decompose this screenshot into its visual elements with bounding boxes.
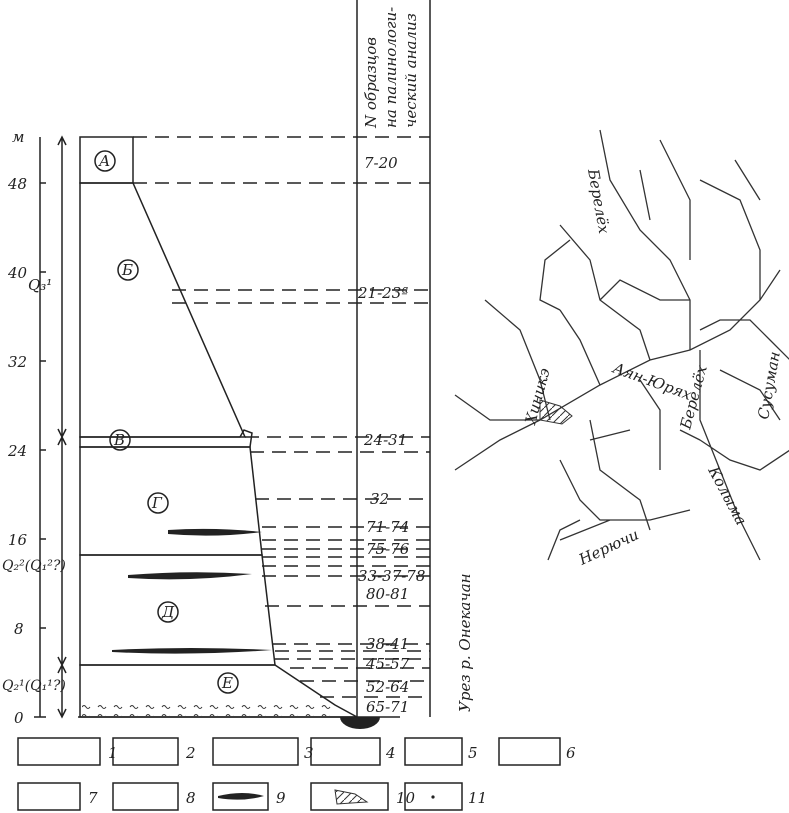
- legend-label: 2: [185, 744, 196, 762]
- river-label: Колыма: [704, 463, 750, 529]
- layer-label: Е: [221, 674, 233, 692]
- scale-tick: 40: [7, 264, 28, 282]
- layer-g: [80, 447, 262, 555]
- section: А Б В Г Д Е: [78, 137, 400, 729]
- layer-labels: А Б В Г Д Е: [95, 151, 238, 693]
- sample-row: 38-41: [366, 635, 409, 653]
- lens: [128, 572, 252, 579]
- sample-row: 80-81: [366, 585, 409, 603]
- scale-tick: 16: [8, 531, 28, 549]
- layer-v: [80, 430, 252, 447]
- scale-tick: 8: [14, 620, 24, 638]
- legend-label: 8: [186, 789, 196, 807]
- layer-label: Б: [121, 261, 133, 279]
- sample-row: 65-71: [366, 698, 409, 716]
- lens: [112, 648, 272, 654]
- legend-swatch: [405, 738, 462, 765]
- layer-e-clay: [82, 700, 332, 716]
- legend-label: 6: [566, 744, 576, 762]
- legend-swatch: [213, 738, 298, 765]
- sample-row: 45-57: [365, 655, 410, 673]
- water-body: [340, 717, 380, 729]
- group: Берелёх Хиникэ Аян-Юрях Берелёх Сусуман …: [521, 167, 784, 569]
- sample-row: 71-74: [366, 518, 409, 536]
- legend-swatch: [113, 783, 178, 810]
- legend-label: 9: [276, 789, 286, 807]
- diagram: м 48 40 32 24 16 8 0 Q₃¹ Q₂²(Q₁²?) Q₂¹(Q…: [0, 0, 789, 813]
- legend-swatch: [113, 738, 178, 765]
- legend-label: 3: [304, 744, 314, 762]
- sample-column: N образцов на палинологи- ческий анализ …: [133, 0, 474, 717]
- legend-label: 5: [468, 744, 478, 762]
- river-network: [455, 130, 789, 560]
- layer-b: [80, 183, 245, 437]
- legend-dot: [431, 795, 434, 798]
- group: 7-20 21-23ª 24-31 32 71-74 75-76 33-37-7…: [357, 154, 425, 716]
- river-label: Сусуман: [754, 350, 784, 421]
- column-header: N образцов: [362, 37, 380, 129]
- legend-label: 4: [385, 744, 396, 762]
- strat-label: Q₂²(Q₁²?): [2, 558, 66, 574]
- legend-hatch: [335, 790, 367, 804]
- column-header: на палинологи-: [382, 7, 400, 128]
- legend-label: 10: [396, 789, 416, 807]
- sample-row: 7-20: [364, 154, 398, 172]
- legend-swatch: [499, 738, 560, 765]
- legend-lens: [218, 793, 264, 800]
- layer-label: В: [113, 431, 125, 449]
- sample-row: 24-31: [363, 431, 407, 449]
- sample-row: 32: [370, 490, 389, 508]
- strat-label: Q₂¹(Q₁¹?): [2, 678, 66, 694]
- scale-tick: 32: [8, 353, 27, 371]
- sample-row: 33-37-78: [358, 567, 425, 585]
- lens: [168, 529, 262, 536]
- scale-tick: 0: [14, 709, 24, 727]
- legend-label: 7: [88, 789, 98, 807]
- strat-arrows: [58, 137, 66, 717]
- sample-row: 21-23ª: [357, 284, 408, 302]
- strat-label: Q₃¹: [28, 276, 52, 294]
- legend-swatch: [18, 783, 80, 810]
- scale-tick: 48: [7, 175, 27, 193]
- layer-label: Г: [151, 494, 163, 512]
- legend-swatch: [311, 738, 380, 765]
- scale-unit: м: [12, 128, 24, 146]
- map: Берелёх Хиникэ Аян-Юрях Берелёх Сусуман …: [455, 130, 789, 569]
- legend-label: 11: [468, 789, 487, 807]
- legend-swatch: [18, 738, 100, 765]
- sample-row: 75-76: [366, 540, 410, 558]
- group: N образцов на палинологи- ческий анализ: [362, 7, 420, 129]
- column-header: ческий анализ: [402, 13, 420, 128]
- water-level: Урез р. Онекачан: [456, 573, 474, 712]
- depth-scale: м 48 40 32 24 16 8 0 Q₃¹ Q₂²(Q₁²?) Q₂¹(Q…: [2, 128, 66, 727]
- sample-row: 52-64: [366, 678, 409, 696]
- scale-axis: [34, 137, 46, 717]
- layer-label: Д: [161, 603, 175, 621]
- scale-tick: 24: [7, 442, 27, 460]
- legend: 1 2 3 4 5 6 7 8 9 10 11: [18, 738, 576, 810]
- river-label: Нерючи: [575, 525, 641, 569]
- layer-label: А: [98, 152, 110, 170]
